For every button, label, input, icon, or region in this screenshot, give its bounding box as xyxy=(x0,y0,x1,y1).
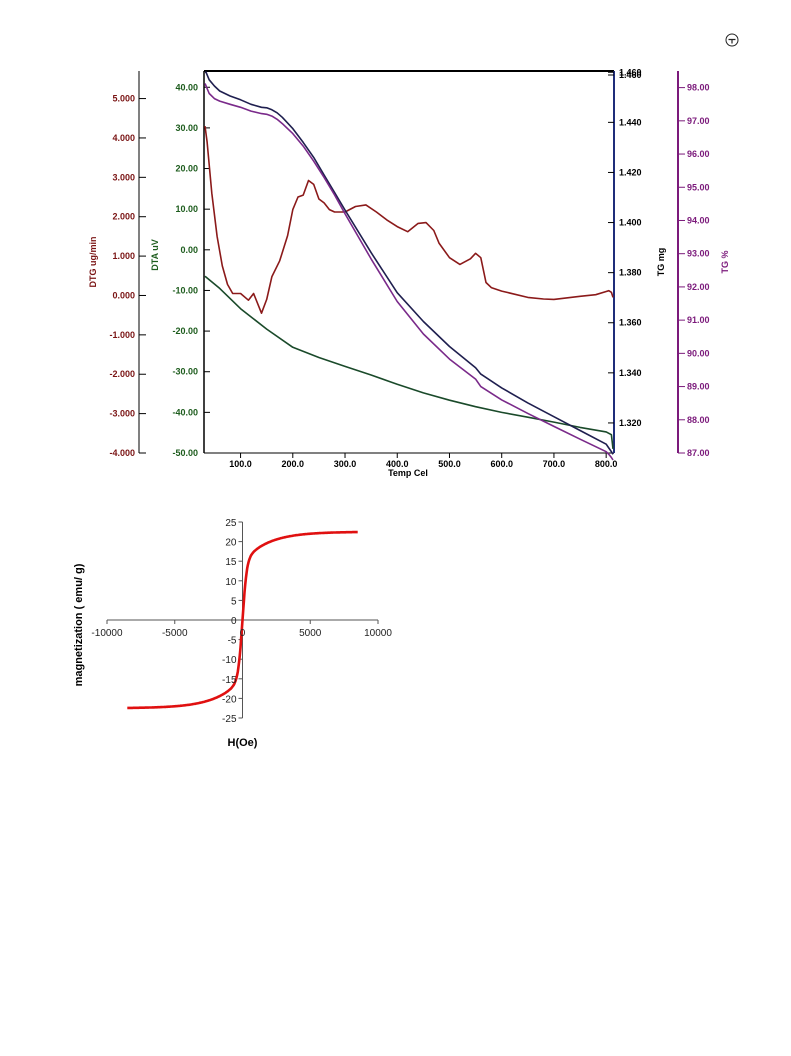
tg-percent-curve xyxy=(204,83,614,461)
tgmg-tick-label: 1.420 xyxy=(619,167,642,177)
tgpct-tick-label: 90.00 xyxy=(687,348,710,358)
tgpct-tick-label: 94.00 xyxy=(687,215,710,225)
dta-axis-label: DTA uV xyxy=(150,239,160,271)
tgmg-tick-label: 1.460 xyxy=(619,70,642,80)
dtg-tick-label: 1.000 xyxy=(112,251,135,261)
tgpct-tick-label: 92.00 xyxy=(687,282,710,292)
dtg-tick-label: 5.000 xyxy=(112,94,135,104)
x-axis-label: Temp Cel xyxy=(388,468,428,478)
magnetization-chart: -10000 -5000 0 5000 100002520151050-5-10-15-… xyxy=(73,518,392,749)
x-tick-label: 700.0 xyxy=(543,459,566,469)
mag-y-tick-label: 5 xyxy=(231,596,237,607)
mag-x-axis-label: H(Oe) xyxy=(228,737,258,749)
dtg-tick-label: -4.000 xyxy=(109,448,135,458)
dta-tick-label: -10.00 xyxy=(172,285,198,295)
dta-tick-label: 0.00 xyxy=(180,245,198,255)
x-tick-label: 500.0 xyxy=(438,459,461,469)
dta-tick-label: -50.00 xyxy=(172,448,198,458)
dta-curve xyxy=(204,275,614,449)
tga-axes xyxy=(138,70,685,458)
mag-y-tick-label: 10 xyxy=(225,577,237,588)
tgmg-tick-label: 1.360 xyxy=(619,318,642,328)
tgpct-tick-label: 97.00 xyxy=(687,116,710,126)
mag-y-tick-label: 0 xyxy=(231,616,237,627)
x-tick-label: 600.0 xyxy=(490,459,513,469)
dta-tick-label: 30.00 xyxy=(175,123,198,133)
circle-arrow-icon xyxy=(725,33,739,47)
dta-tick-label: -20.00 xyxy=(172,326,198,336)
tgmg-tick-label: 1.380 xyxy=(619,268,642,278)
mag-y-tick-label: -15 xyxy=(222,675,237,686)
x-tick-label: 200.0 xyxy=(282,459,305,469)
tgpct-tick-label: 96.00 xyxy=(687,149,710,159)
tgpct-tick-label: 95.00 xyxy=(687,182,710,192)
tg-mg-curve xyxy=(205,71,614,455)
magnetization-labels: -10000 -5000 0 5000 100002520151050-5-10-15-… xyxy=(73,518,392,749)
mag-y-tick-label: 15 xyxy=(225,557,237,568)
tgpct-axis-label: TG % xyxy=(720,250,730,273)
tgmg-tick-label: 1.400 xyxy=(619,218,642,228)
mag-y-tick-label: 20 xyxy=(225,538,237,549)
mag-x-tick-label: -10000 xyxy=(91,628,123,639)
tga-series xyxy=(204,71,614,461)
x-tick-label: 800.0 xyxy=(595,459,618,469)
dta-tick-label: -40.00 xyxy=(172,407,198,417)
dta-tick-label: 20.00 xyxy=(175,164,198,174)
tga-dta-chart: 100.0 200.0 300.0 400.0 500.0 600.0 700.0 800.0… xyxy=(88,67,730,478)
mag-y-axis-label: magnetization ( emu/ g) xyxy=(73,563,85,686)
tga-labels: 100.0 200.0 300.0 400.0 500.0 600.0 700.0 800.0… xyxy=(88,67,730,478)
dtg-tick-label: -2.000 xyxy=(109,369,135,379)
tgmg-tick-label: 1.340 xyxy=(619,368,642,378)
tgmg-tick-label: 1.440 xyxy=(619,117,642,127)
mag-y-tick-label: -25 xyxy=(222,714,237,725)
dta-tick-label: -30.00 xyxy=(172,367,198,377)
magnetization-series xyxy=(126,530,359,710)
tgmg-tick-label: 1.320 xyxy=(619,418,642,428)
mag-x-tick-label: 10000 xyxy=(364,628,392,639)
dtg-tick-label: 4.000 xyxy=(112,133,135,143)
tgpct-tick-label: 98.00 xyxy=(687,83,710,93)
mag-y-tick-label: -10 xyxy=(222,655,237,666)
dtg-tick-label: 2.000 xyxy=(112,212,135,222)
dtg-curve xyxy=(204,125,614,315)
dtg-axis-label: DTG ug/min xyxy=(88,237,98,288)
tgmg-axis-label: TG mg xyxy=(656,248,666,277)
mag-y-tick-label: -20 xyxy=(222,694,237,705)
tgpct-tick-label: 91.00 xyxy=(687,315,710,325)
dta-tick-label: 40.00 xyxy=(175,82,198,92)
tgpct-tick-label: 89.00 xyxy=(687,382,710,392)
dtg-tick-label: -3.000 xyxy=(109,409,135,419)
mag-x-tick-label: -5000 xyxy=(162,628,188,639)
magnetization-curve xyxy=(126,530,359,710)
tgpct-tick-label: 93.00 xyxy=(687,249,710,259)
x-tick-label: 300.0 xyxy=(334,459,357,469)
dtg-tick-label: -1.000 xyxy=(109,330,135,340)
mag-y-tick-label: 25 xyxy=(225,518,237,529)
dta-tick-label: 10.00 xyxy=(175,204,198,214)
mag-y-tick-label: -5 xyxy=(228,636,237,647)
x-tick-label: 400.0 xyxy=(386,459,409,469)
x-tick-label: 100.0 xyxy=(229,459,252,469)
tgpct-tick-label: 88.00 xyxy=(687,415,710,425)
mag-x-tick-label: 0 xyxy=(240,628,246,639)
tgmg-tick-label: 1.460 xyxy=(619,67,642,77)
dtg-tick-label: 3.000 xyxy=(112,172,135,182)
dtg-tick-label: 0.000 xyxy=(112,290,135,300)
mag-x-tick-label: 5000 xyxy=(299,628,322,639)
tgpct-tick-label: 87.00 xyxy=(687,448,710,458)
